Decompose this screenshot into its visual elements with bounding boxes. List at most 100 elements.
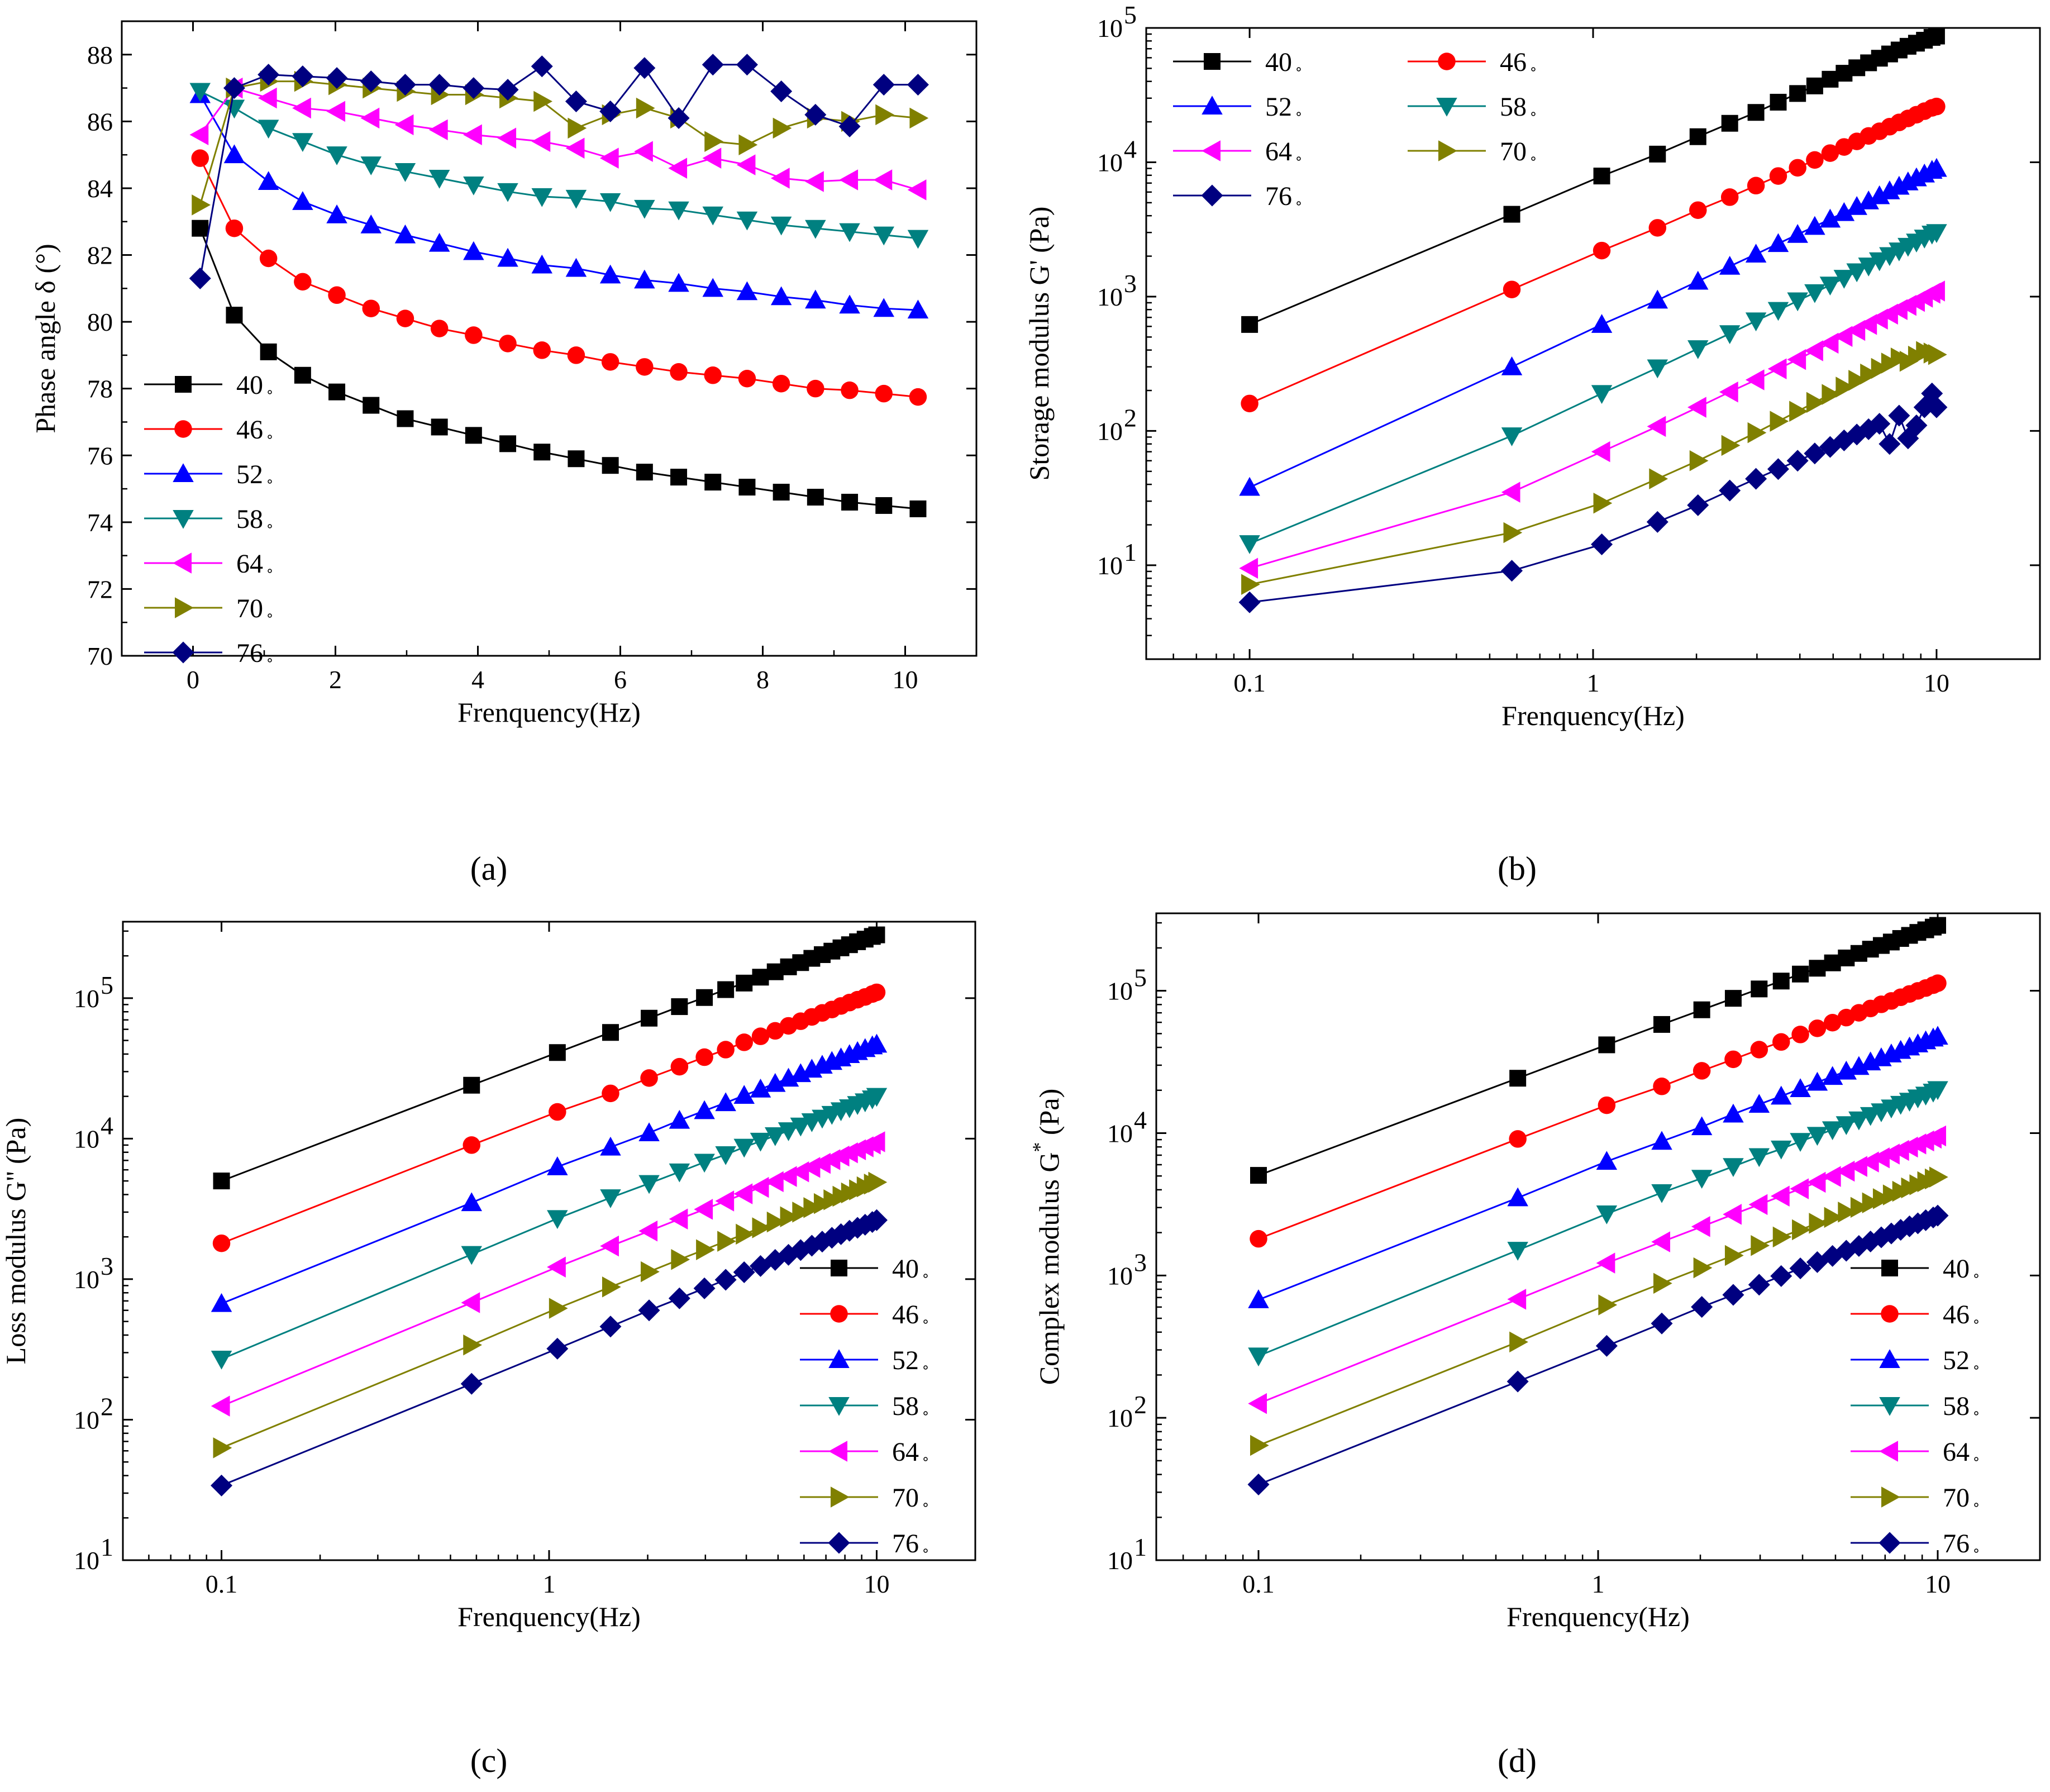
data-point xyxy=(428,170,450,189)
data-point xyxy=(1838,1202,1857,1223)
data-point xyxy=(1846,263,1867,283)
data-point xyxy=(1593,241,1611,260)
data-point xyxy=(1691,1216,1710,1237)
data-point xyxy=(1723,1103,1744,1123)
legend-marker xyxy=(173,463,194,482)
series-52 xyxy=(189,84,929,319)
data-point xyxy=(1850,1197,1870,1218)
data-point xyxy=(909,388,927,406)
data-point xyxy=(778,1122,799,1141)
data-point xyxy=(600,1189,621,1208)
data-point xyxy=(813,1193,833,1214)
data-point xyxy=(1824,1207,1843,1228)
data-point xyxy=(258,64,280,86)
data-point xyxy=(669,1163,690,1183)
data-point xyxy=(294,273,312,291)
data-point xyxy=(602,457,619,474)
data-point xyxy=(465,326,483,344)
data-point xyxy=(428,119,448,141)
y-tick-exponent: 1 xyxy=(1134,1533,1147,1561)
data-point xyxy=(328,383,346,401)
data-point xyxy=(397,410,414,427)
legend-degree-mark xyxy=(923,1274,928,1278)
data-point xyxy=(1927,1026,1948,1045)
legend-marker xyxy=(1438,140,1457,161)
data-point xyxy=(326,101,346,122)
data-point xyxy=(258,87,277,109)
x-axis-title: Frenquency(Hz) xyxy=(457,1601,641,1632)
data-point xyxy=(641,1261,660,1283)
y-tick-label: 10 xyxy=(1097,148,1123,177)
data-point xyxy=(1241,316,1258,333)
data-point xyxy=(568,450,585,468)
data-point xyxy=(1503,206,1520,223)
data-point xyxy=(838,115,861,137)
data-point xyxy=(636,97,655,119)
legend-degree-mark xyxy=(1296,201,1301,206)
legend-label: 70 xyxy=(892,1483,919,1513)
legend-marker xyxy=(1881,1486,1900,1508)
data-point xyxy=(463,176,484,196)
data-point xyxy=(1806,392,1825,413)
data-point xyxy=(223,144,245,164)
legend-marker xyxy=(173,552,192,574)
y-tick-label: 10 xyxy=(1107,1119,1133,1147)
x-tick-label: 10 xyxy=(1924,669,1949,697)
data-point xyxy=(694,1100,715,1119)
y-tick-label: 82 xyxy=(87,241,113,270)
legend-degree-mark xyxy=(268,524,272,528)
data-point xyxy=(1501,427,1523,446)
y-tick-exponent: 4 xyxy=(1134,1105,1147,1134)
data-point xyxy=(670,363,688,381)
data-point xyxy=(1241,574,1260,595)
data-point xyxy=(601,353,619,371)
data-point xyxy=(868,1171,888,1193)
data-point xyxy=(1591,441,1610,463)
legend: 40 46 52 58 64 70 76 xyxy=(800,1254,928,1559)
legend-marker xyxy=(828,1397,850,1416)
data-point xyxy=(1792,965,1809,983)
legend-marker xyxy=(1202,96,1223,115)
data-point xyxy=(1722,1284,1744,1306)
data-point xyxy=(549,1298,568,1319)
panel-caption: (b) xyxy=(1498,850,1537,887)
data-point xyxy=(1848,370,1867,391)
data-point xyxy=(807,489,824,506)
x-tick-label: 0.1 xyxy=(1233,669,1266,697)
data-point xyxy=(1809,1213,1828,1234)
data-point xyxy=(547,1256,566,1278)
data-point xyxy=(696,989,713,1006)
legend: 40 46 52 58 64 70 76 xyxy=(1173,47,1536,211)
y-tick-label: 76 xyxy=(87,441,113,470)
legend-marker xyxy=(830,1305,848,1323)
series-line xyxy=(1249,391,1938,603)
data-point xyxy=(1926,224,1947,243)
data-point xyxy=(1591,385,1613,404)
data-point xyxy=(750,1132,771,1152)
data-point xyxy=(212,1234,231,1252)
data-point xyxy=(292,65,314,88)
data-point xyxy=(1596,1151,1618,1170)
data-point xyxy=(360,70,382,93)
series-40 xyxy=(1241,27,1945,333)
data-point xyxy=(866,1131,885,1152)
data-point xyxy=(360,214,382,233)
data-point xyxy=(1821,144,1839,162)
legend-label: 52 xyxy=(1265,92,1292,122)
data-point xyxy=(1724,990,1742,1007)
data-point xyxy=(599,100,622,122)
data-point xyxy=(1928,27,1945,45)
y-tick-label: 10 xyxy=(74,1405,99,1434)
data-point xyxy=(671,998,688,1016)
legend-label: 46 xyxy=(236,415,263,445)
y-tick-label: 10 xyxy=(1107,1261,1133,1290)
data-point xyxy=(1598,1036,1615,1054)
legend: 40 46 52 58 64 70 76 xyxy=(144,370,272,668)
data-point xyxy=(1745,244,1767,263)
x-tick-label: 8 xyxy=(756,665,769,694)
series-76 xyxy=(211,1209,888,1496)
data-point xyxy=(1591,314,1613,333)
x-tick-label: 1 xyxy=(543,1570,556,1598)
data-point xyxy=(1787,224,1808,243)
data-point xyxy=(531,131,551,152)
